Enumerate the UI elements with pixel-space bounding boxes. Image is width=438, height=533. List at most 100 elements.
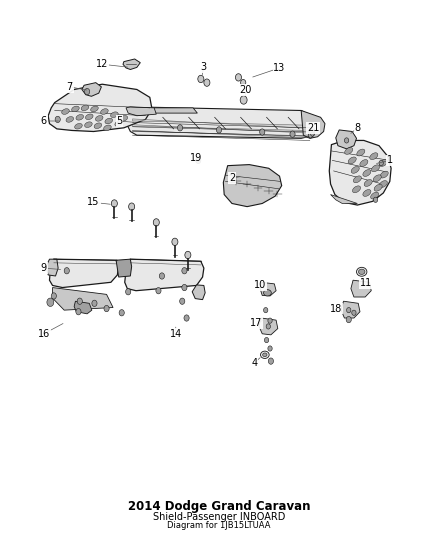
Circle shape	[240, 96, 247, 104]
Ellipse shape	[357, 268, 367, 276]
Circle shape	[77, 298, 82, 304]
Polygon shape	[133, 125, 307, 133]
Circle shape	[172, 238, 178, 246]
Ellipse shape	[110, 112, 118, 117]
Circle shape	[47, 298, 54, 306]
Ellipse shape	[66, 117, 74, 122]
Ellipse shape	[370, 153, 378, 159]
Polygon shape	[133, 131, 307, 138]
Ellipse shape	[353, 176, 361, 183]
Circle shape	[119, 310, 124, 316]
Circle shape	[264, 308, 268, 313]
Ellipse shape	[263, 353, 267, 357]
Ellipse shape	[76, 115, 84, 120]
Circle shape	[184, 315, 189, 321]
Ellipse shape	[371, 165, 380, 172]
Ellipse shape	[363, 169, 371, 176]
Polygon shape	[126, 107, 156, 116]
Circle shape	[266, 324, 270, 329]
Text: 7: 7	[67, 82, 73, 92]
Ellipse shape	[120, 116, 127, 121]
Circle shape	[216, 127, 222, 133]
Text: 14: 14	[170, 329, 182, 339]
Circle shape	[346, 317, 351, 323]
Polygon shape	[301, 110, 325, 139]
Ellipse shape	[85, 114, 93, 119]
Circle shape	[182, 285, 187, 290]
Ellipse shape	[353, 186, 360, 193]
Ellipse shape	[379, 181, 387, 188]
Polygon shape	[133, 119, 307, 128]
Text: 19: 19	[191, 154, 203, 163]
Ellipse shape	[345, 148, 353, 155]
Text: 13: 13	[273, 63, 286, 73]
Ellipse shape	[72, 106, 79, 112]
Text: 3: 3	[201, 62, 207, 72]
Polygon shape	[82, 83, 101, 96]
Text: 11: 11	[360, 278, 372, 288]
Polygon shape	[125, 259, 204, 290]
Ellipse shape	[373, 175, 381, 182]
Circle shape	[196, 157, 201, 164]
Polygon shape	[329, 140, 391, 205]
Circle shape	[268, 318, 272, 324]
Circle shape	[346, 308, 351, 313]
Ellipse shape	[74, 124, 82, 129]
Circle shape	[180, 298, 185, 304]
Ellipse shape	[94, 123, 102, 128]
Text: 8: 8	[354, 123, 360, 133]
Text: 21: 21	[307, 123, 319, 133]
Circle shape	[85, 88, 90, 95]
Ellipse shape	[351, 166, 359, 173]
Circle shape	[268, 358, 273, 364]
Ellipse shape	[357, 149, 365, 156]
Ellipse shape	[85, 122, 92, 127]
Ellipse shape	[91, 106, 98, 112]
Circle shape	[373, 197, 378, 203]
Circle shape	[111, 200, 117, 207]
Ellipse shape	[364, 180, 372, 187]
Polygon shape	[223, 165, 282, 207]
Circle shape	[153, 219, 159, 226]
Polygon shape	[192, 285, 205, 300]
Circle shape	[268, 346, 272, 351]
Ellipse shape	[380, 171, 388, 178]
Circle shape	[126, 288, 131, 295]
Ellipse shape	[363, 190, 371, 196]
Text: 2014 Dodge Grand Caravan: 2014 Dodge Grand Caravan	[128, 499, 310, 513]
Circle shape	[260, 129, 265, 135]
Circle shape	[177, 125, 183, 131]
Circle shape	[185, 251, 191, 259]
Polygon shape	[126, 107, 323, 139]
Ellipse shape	[358, 269, 365, 274]
Polygon shape	[336, 130, 357, 149]
Circle shape	[92, 300, 97, 306]
Text: 1: 1	[387, 156, 393, 165]
Circle shape	[156, 287, 161, 294]
Polygon shape	[74, 301, 92, 314]
Text: 9: 9	[41, 263, 47, 273]
Polygon shape	[46, 259, 58, 276]
Ellipse shape	[264, 289, 271, 296]
Circle shape	[64, 268, 69, 274]
Text: 5: 5	[117, 116, 123, 126]
Circle shape	[311, 132, 314, 136]
Circle shape	[198, 75, 204, 83]
Text: 6: 6	[41, 116, 47, 126]
Ellipse shape	[379, 159, 387, 166]
Ellipse shape	[95, 116, 103, 121]
Circle shape	[379, 160, 383, 166]
Polygon shape	[259, 318, 278, 335]
Text: 15: 15	[88, 197, 100, 207]
Circle shape	[240, 79, 246, 86]
Polygon shape	[53, 287, 113, 310]
Circle shape	[265, 337, 269, 343]
Text: 17: 17	[250, 318, 262, 328]
Ellipse shape	[105, 118, 113, 124]
Ellipse shape	[81, 105, 89, 111]
Circle shape	[104, 305, 109, 312]
Ellipse shape	[104, 125, 111, 131]
Circle shape	[204, 79, 210, 86]
Circle shape	[352, 310, 356, 316]
Circle shape	[55, 116, 60, 123]
